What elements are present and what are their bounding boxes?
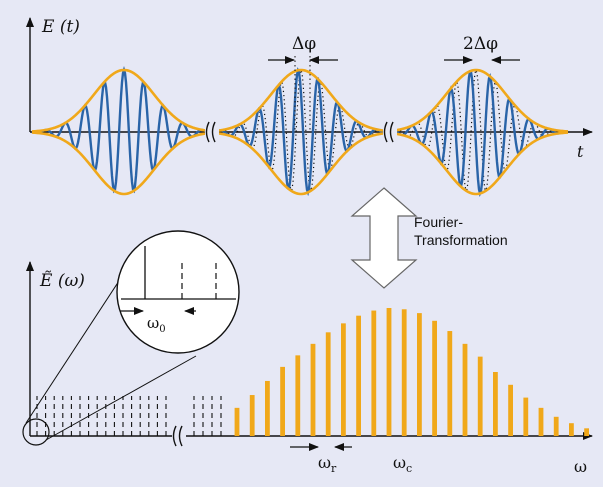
comb-tooth bbox=[447, 331, 453, 436]
comb-tooth bbox=[234, 407, 240, 436]
omega-r-label: ωr bbox=[318, 453, 337, 475]
comb-tooth bbox=[417, 313, 422, 436]
frequency-domain-panel: Ẽ (ω) ω ωr ωc bbox=[22, 230, 593, 476]
delta-phi-label: Δφ bbox=[292, 34, 316, 54]
omega-axis-label: ω bbox=[574, 457, 587, 476]
comb-tooth bbox=[508, 384, 513, 436]
reference-carrier-3 bbox=[383, 67, 569, 192]
zoom-origin-circle bbox=[22, 418, 50, 446]
comb-tooth bbox=[553, 416, 559, 436]
comb-tooth bbox=[477, 356, 483, 436]
pulse-train bbox=[31, 65, 569, 197]
zoom-inset: ω0 bbox=[116, 230, 240, 354]
time-domain-panel: E (t) t Δφ 2Δφ bbox=[26, 17, 593, 197]
comb-tooth bbox=[584, 428, 589, 436]
time-axis-break-1 bbox=[205, 120, 219, 144]
fourier-double-arrow bbox=[350, 187, 418, 289]
omega-c-label: ωc bbox=[393, 453, 412, 475]
comb-tooth bbox=[325, 332, 331, 436]
carrier-wave-1 bbox=[31, 65, 217, 194]
omega-r-indicator: ωr bbox=[290, 443, 352, 475]
comb-tooth bbox=[310, 343, 316, 436]
comb-tooth bbox=[523, 397, 529, 436]
comb-tooth bbox=[295, 355, 301, 436]
comb-tooth bbox=[538, 407, 544, 436]
envelope-upper-3 bbox=[383, 68, 569, 133]
e-omega-label: Ẽ (ω) bbox=[39, 270, 85, 291]
two-delta-phi-label: 2Δφ bbox=[463, 34, 498, 54]
comb-tooth bbox=[371, 310, 377, 436]
comb-tooth bbox=[386, 308, 392, 436]
envelope-lower-3 bbox=[383, 131, 569, 196]
envelope-lower-1 bbox=[31, 131, 217, 196]
comb-tooth bbox=[432, 320, 437, 436]
envelope-upper-1 bbox=[31, 68, 217, 133]
two-delta-phi-indicator: 2Δφ bbox=[444, 34, 520, 64]
fourier-label-line1: Fourier- bbox=[414, 214, 463, 230]
envelope-upper-2 bbox=[208, 68, 394, 133]
comb-tooth bbox=[356, 315, 361, 436]
t-axis-label: t bbox=[577, 142, 584, 161]
reference-carrier-2 bbox=[208, 67, 394, 192]
freq-axis-break bbox=[172, 424, 186, 448]
comb-tooth bbox=[341, 323, 346, 436]
time-axis-break-2 bbox=[383, 120, 397, 144]
envelope-lower-2 bbox=[208, 131, 394, 196]
delta-phi-indicator: Δφ bbox=[268, 34, 338, 132]
comb-tooth bbox=[462, 343, 468, 436]
comb-tooth bbox=[265, 380, 270, 436]
comb-tooth bbox=[569, 423, 574, 436]
fourier-label-line2: Transformation bbox=[414, 232, 508, 248]
frequency-comb bbox=[36, 308, 589, 436]
omega-0-label: ω0 bbox=[147, 314, 166, 335]
zoom-line-lower bbox=[45, 355, 197, 441]
comb-tooth bbox=[249, 395, 255, 436]
comb-tooth bbox=[401, 309, 407, 436]
comb-tooth bbox=[280, 366, 285, 436]
comb-tooth bbox=[493, 372, 498, 436]
e-t-label: E (t) bbox=[41, 17, 80, 37]
